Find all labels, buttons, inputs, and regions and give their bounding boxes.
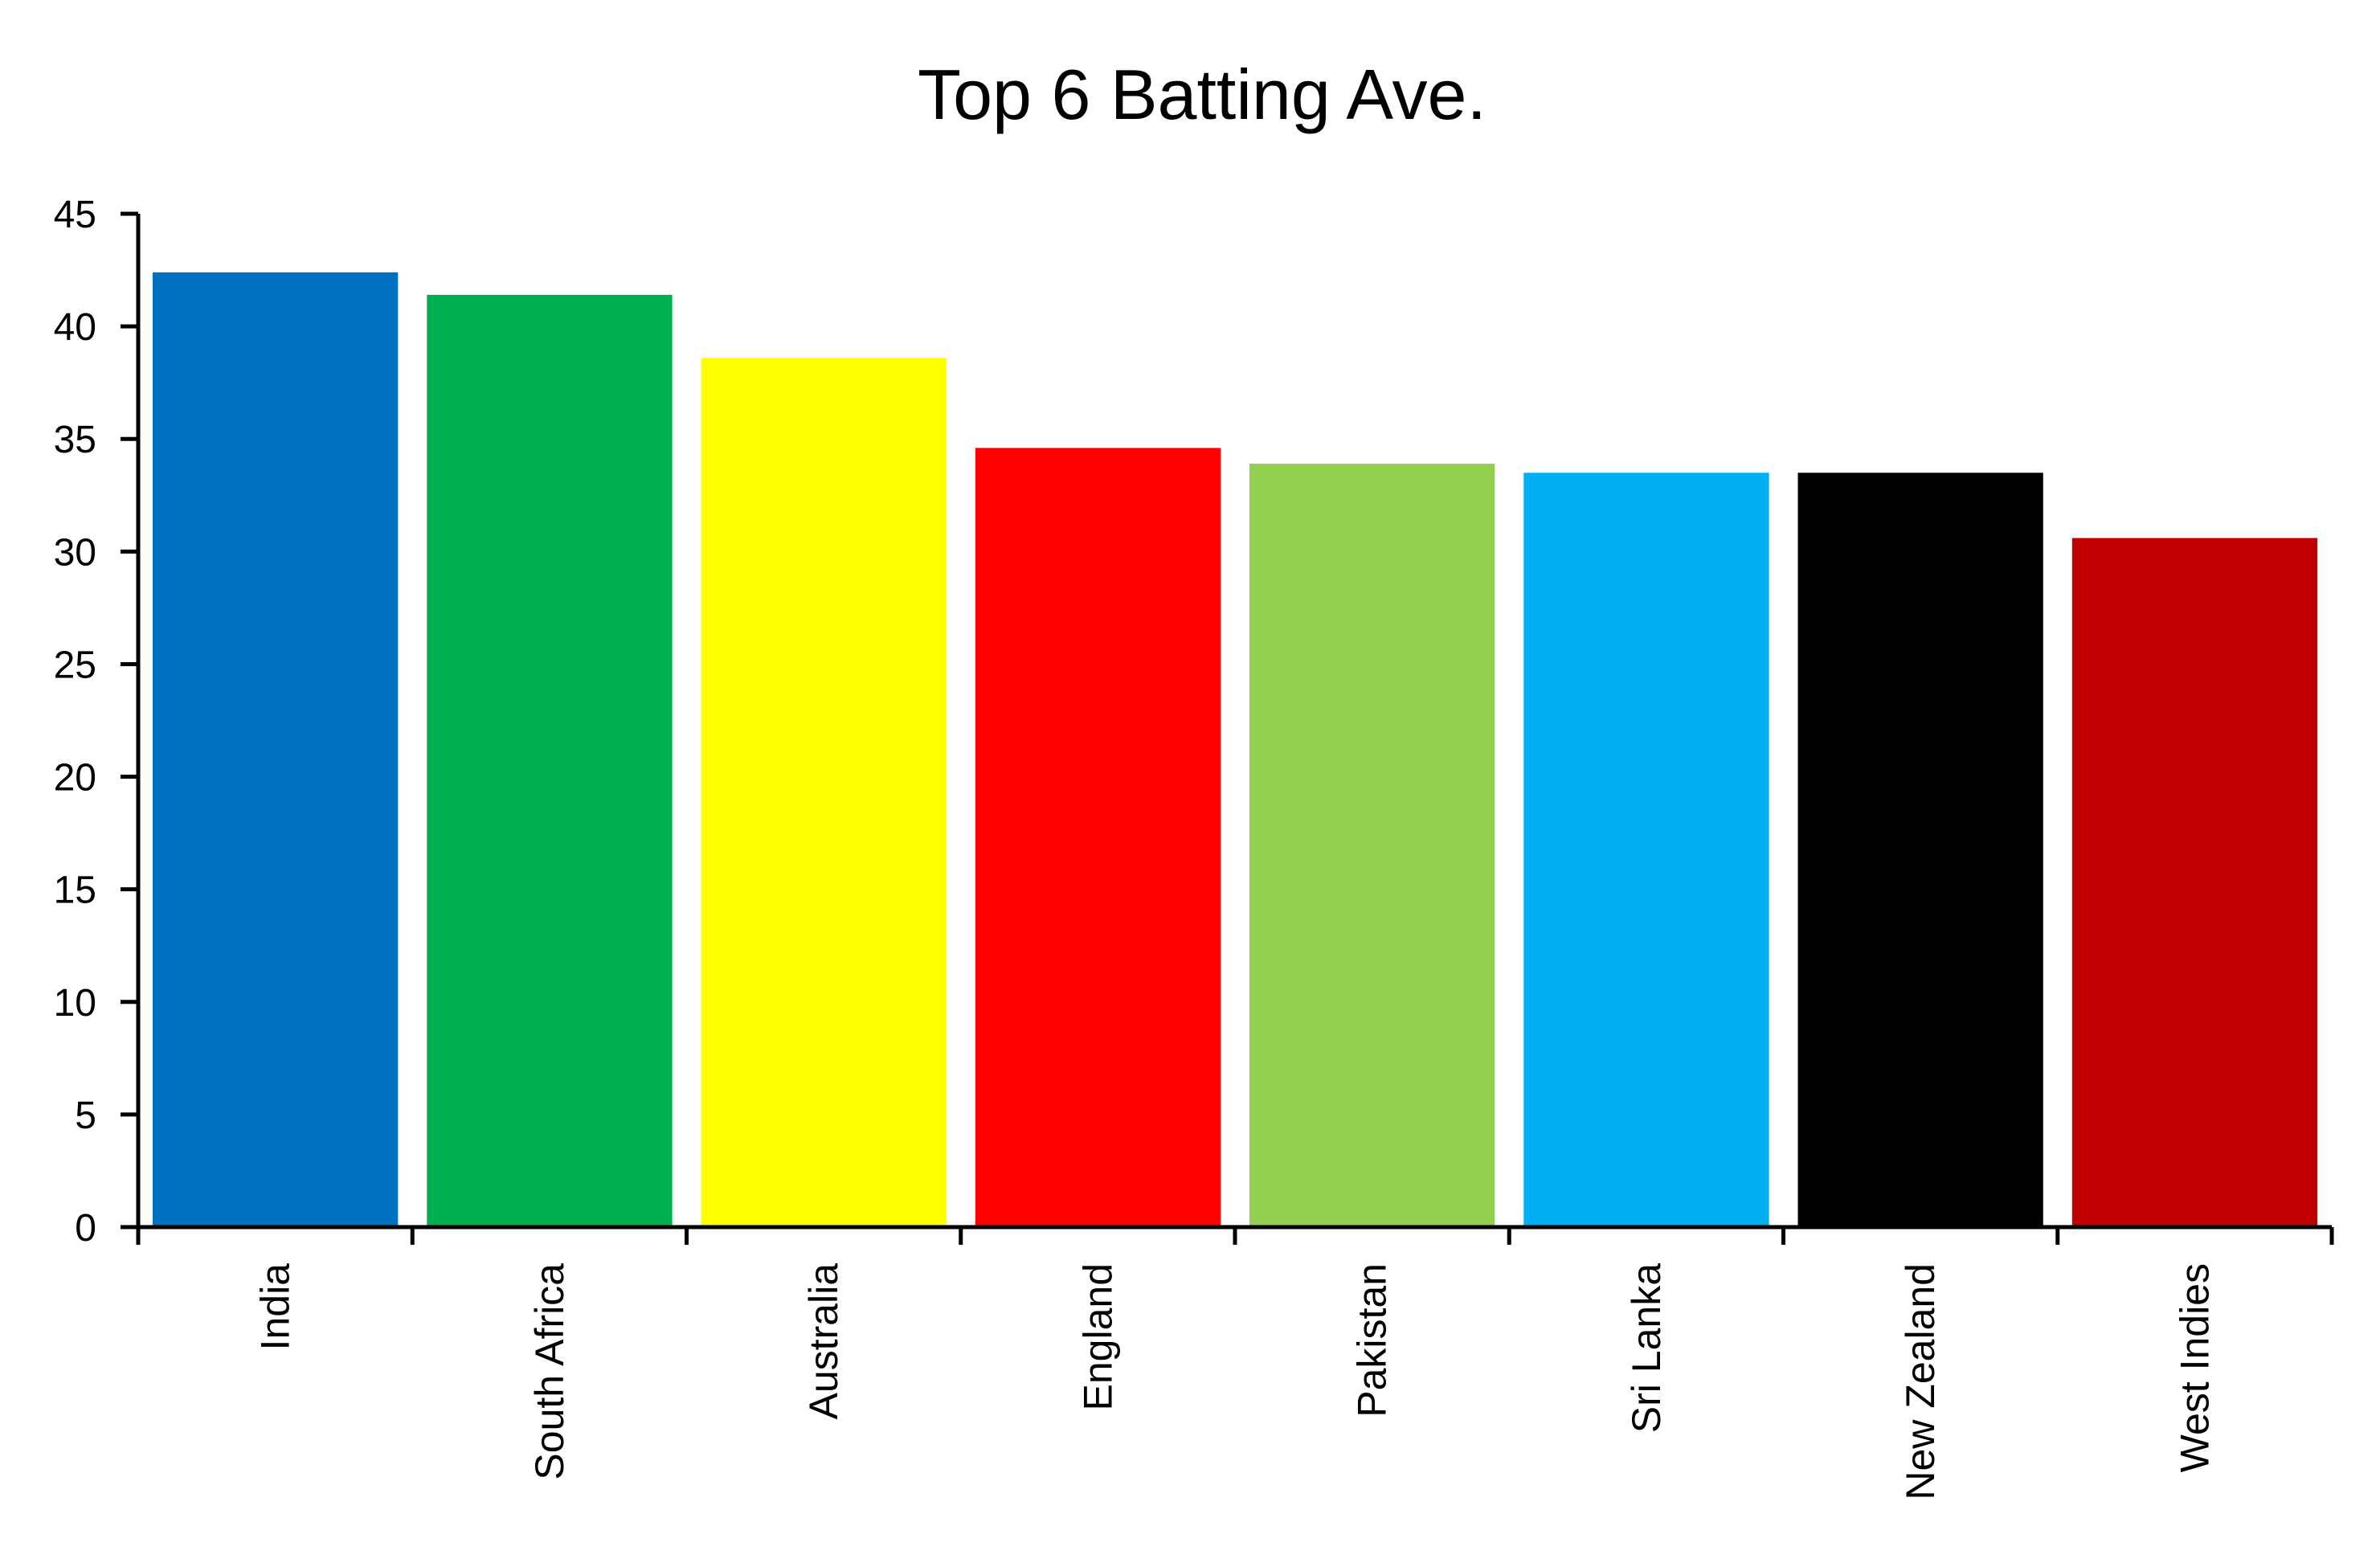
bar-sri-lanka (1523, 473, 1769, 1227)
bar-pakistan (1249, 464, 1495, 1227)
bar-england (975, 448, 1221, 1227)
x-category-label: South Africa (527, 1263, 572, 1480)
bars-layer (153, 272, 2318, 1227)
y-tick-label: 30 (54, 531, 96, 574)
y-tick-label: 20 (54, 757, 96, 800)
x-category-label: Pakistan (1350, 1263, 1395, 1418)
y-axis-ticks: 0 5 10 15 20 25 30 35 40 45 (54, 194, 138, 1250)
y-tick-label: 35 (54, 419, 96, 461)
x-category-label: England (1075, 1263, 1120, 1411)
x-category-label: Australia (801, 1263, 846, 1420)
y-tick-label: 40 (54, 306, 96, 349)
axes-layer (136, 214, 2334, 1245)
x-axis-labels: India South Africa Australia England Pakista… (253, 1263, 2218, 1500)
x-category-label: New Zealand (1898, 1263, 1943, 1500)
bar-south-africa (427, 294, 673, 1227)
chart-title: Top 6 Batting Ave. (918, 55, 1486, 134)
bar-west-indies (2071, 538, 2318, 1227)
y-tick-label: 15 (54, 869, 96, 912)
x-category-label: India (253, 1263, 298, 1351)
y-tick-label: 25 (54, 644, 96, 686)
y-tick-label: 0 (75, 1207, 96, 1250)
y-tick-label: 45 (54, 194, 96, 236)
bar-new-zealand (1797, 473, 2043, 1227)
y-tick-label: 5 (75, 1095, 96, 1137)
y-tick-label: 10 (54, 982, 96, 1025)
bar-australia (701, 358, 947, 1227)
x-category-label: Sri Lanka (1624, 1263, 1669, 1433)
bar-india (153, 272, 399, 1227)
x-category-label: West Indies (2172, 1263, 2217, 1472)
